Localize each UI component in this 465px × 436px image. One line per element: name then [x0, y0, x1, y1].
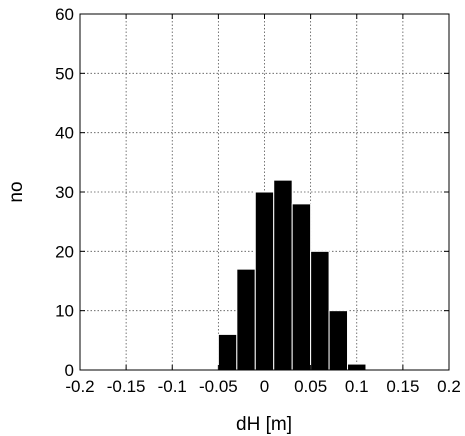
x-tick-label: -0.05: [199, 377, 238, 396]
y-tick-label: 50: [55, 64, 74, 83]
histogram-bar: [328, 310, 349, 371]
y-tick-labels: 0 10 20 30 40 50 60: [55, 5, 74, 380]
y-tick-label: 0: [65, 361, 74, 380]
histogram-bar: [254, 191, 275, 371]
histogram-bar: [273, 179, 293, 371]
y-tick-label: 20: [55, 242, 74, 261]
x-tick-labels: -0.2 -0.15 -0.1 -0.05 0 0.05 0.1 0.15 0.2: [65, 377, 460, 396]
bars-group: [217, 179, 367, 371]
histogram-bar: [291, 203, 312, 371]
x-tick-label: 0.2: [437, 377, 461, 396]
x-tick-label: 0.05: [294, 377, 327, 396]
y-tick-label: 40: [55, 124, 74, 143]
x-tick-label: 0.1: [345, 377, 369, 396]
y-axis-label: no: [6, 181, 27, 202]
x-tick-label: -0.15: [107, 377, 146, 396]
histogram-bar: [236, 268, 256, 371]
histogram-bar: [217, 333, 238, 371]
x-axis-label: dH [m]: [236, 414, 292, 435]
tick-marks: [79, 13, 450, 371]
x-tick-label: 0: [260, 377, 269, 396]
x-tick-label: -0.2: [65, 377, 94, 396]
x-tick-label: -0.1: [158, 377, 187, 396]
y-tick-label: 10: [55, 302, 74, 321]
y-tick-label: 30: [55, 183, 74, 202]
x-tick-label: 0.15: [386, 377, 419, 396]
histogram-bar: [310, 250, 330, 371]
y-tick-label: 60: [55, 5, 74, 24]
